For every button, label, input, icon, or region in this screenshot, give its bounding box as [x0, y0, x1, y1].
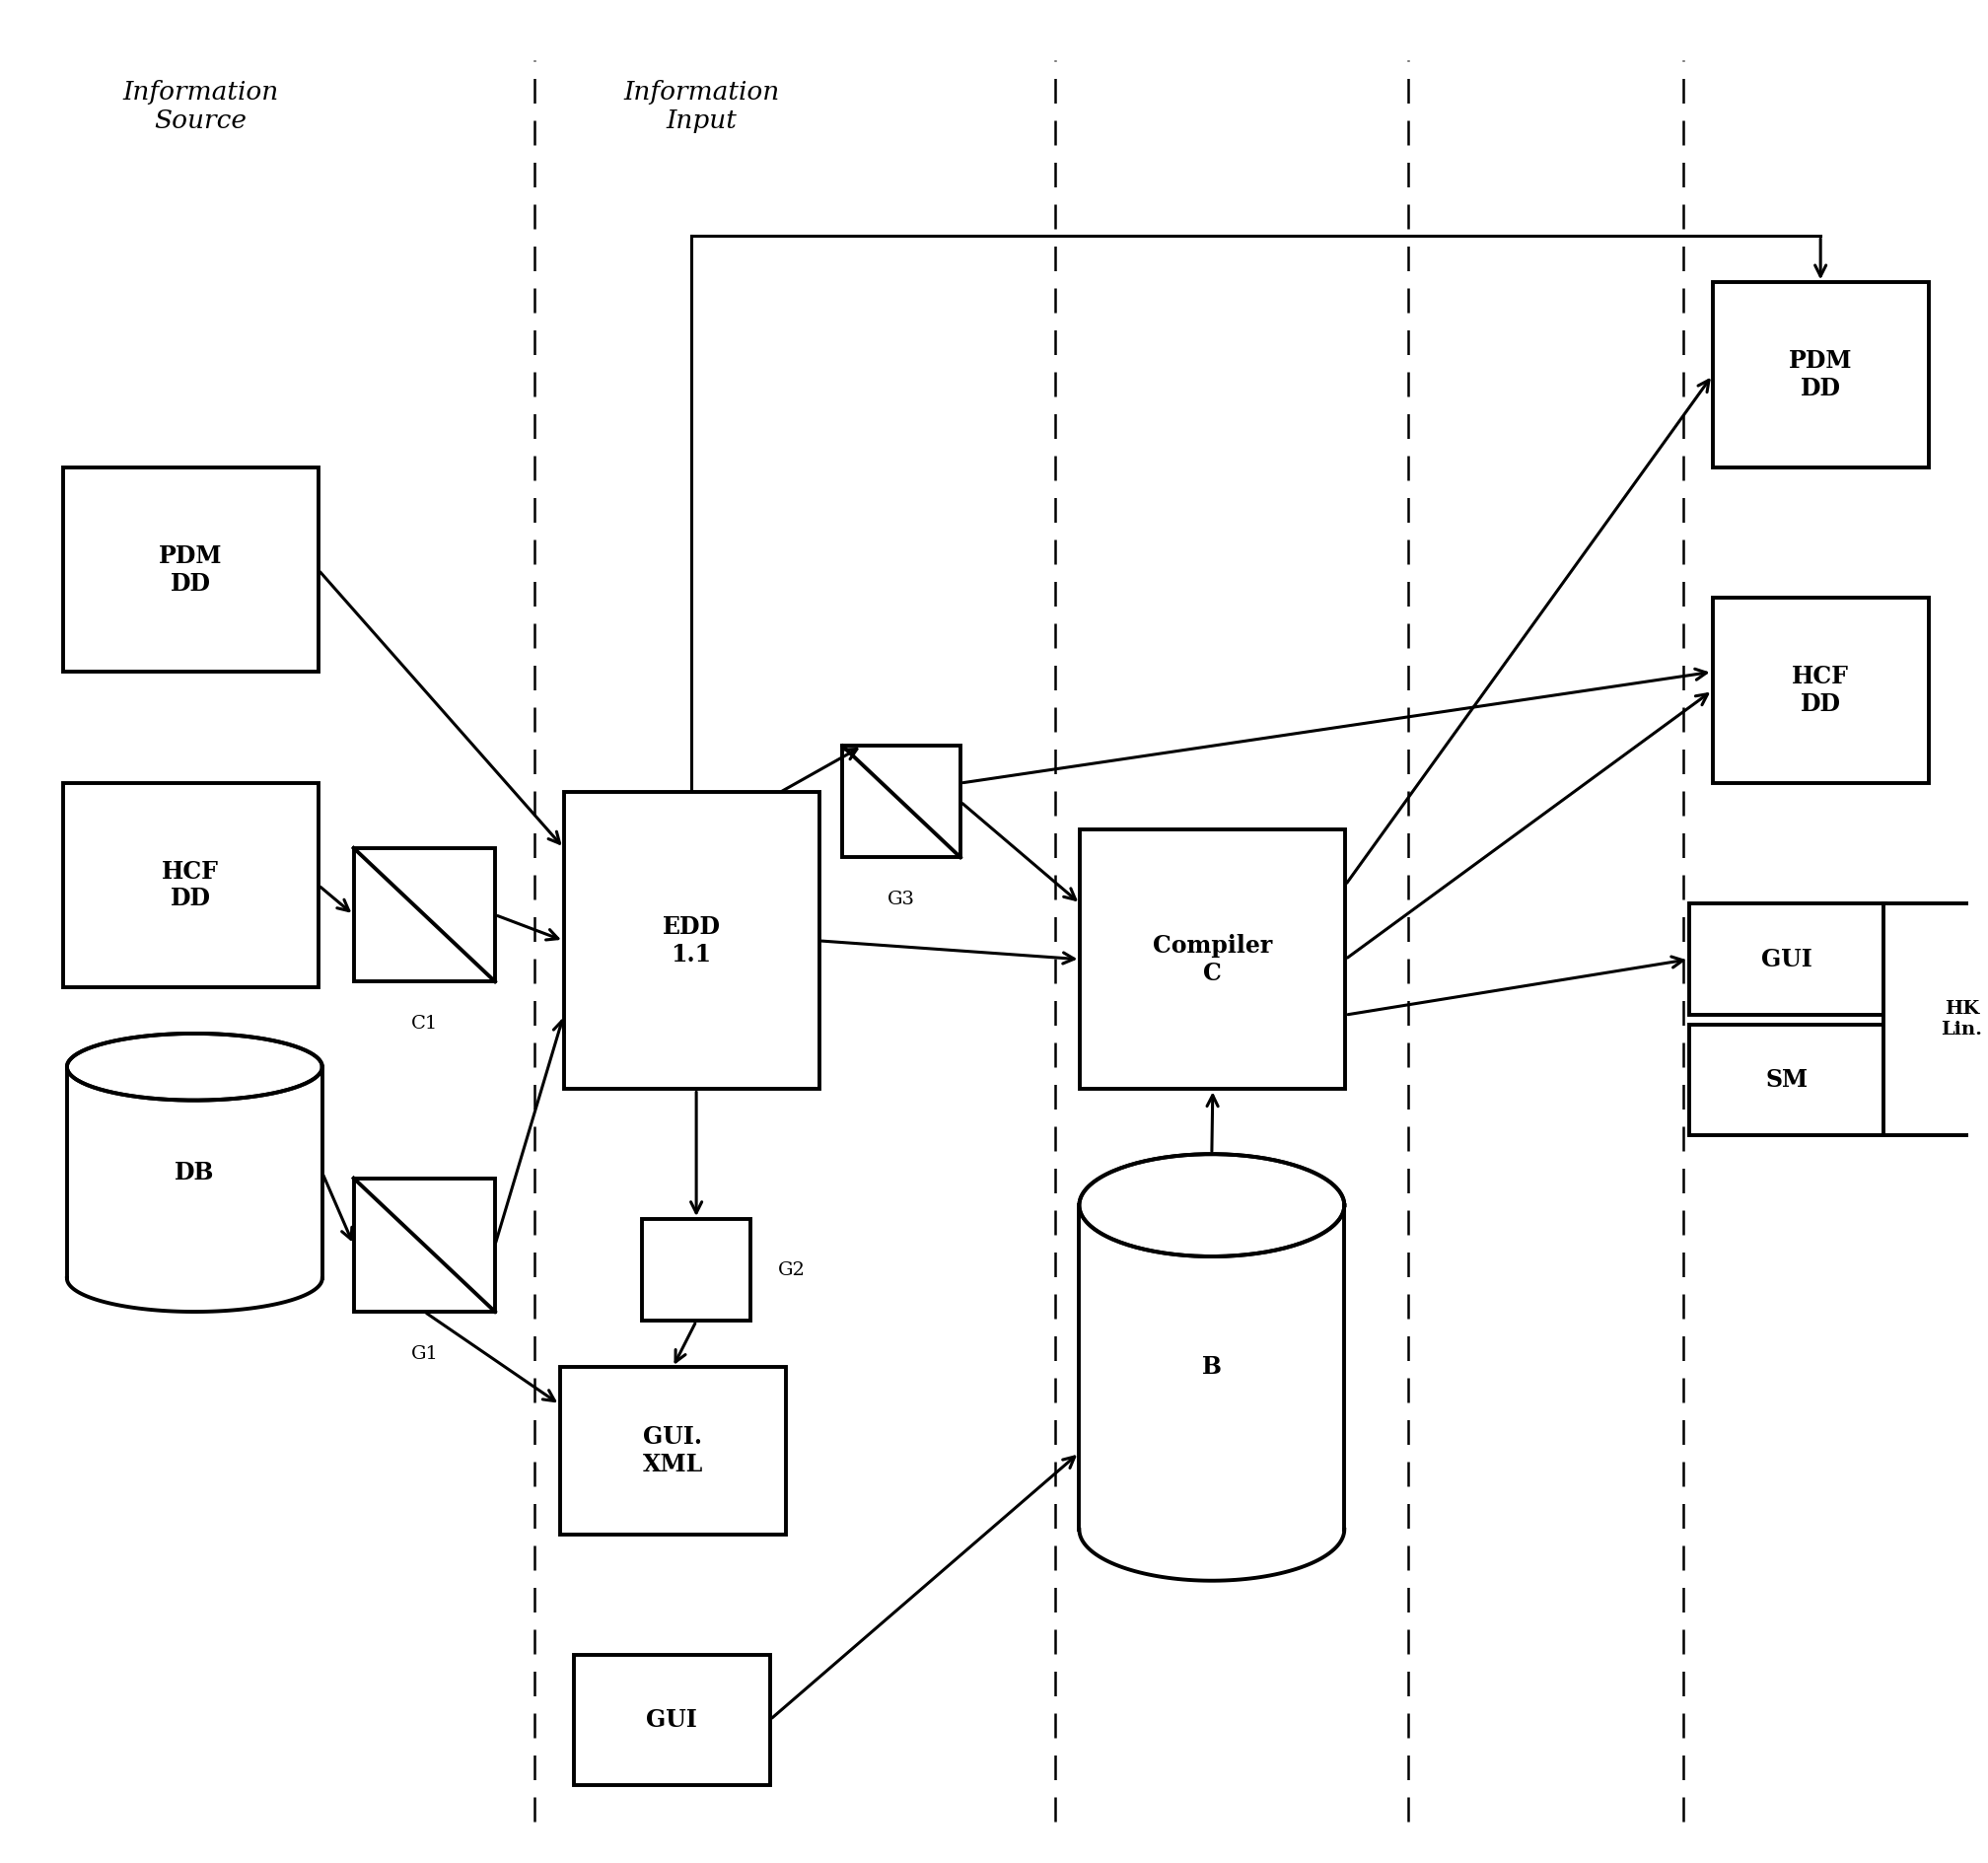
- Bar: [843, 745, 960, 857]
- Text: GUI.
XML: GUI. XML: [642, 1425, 704, 1475]
- Text: SM: SM: [1765, 1067, 1809, 1092]
- Bar: [1883, 904, 1988, 1136]
- Text: G3: G3: [889, 891, 914, 909]
- Bar: [1690, 1025, 1885, 1136]
- Bar: [68, 1067, 322, 1278]
- Text: PDM
DD: PDM DD: [1789, 350, 1853, 401]
- Text: Information
Source: Information Source: [123, 80, 278, 132]
- Text: HCF
DD: HCF DD: [163, 859, 219, 911]
- Text: DB: DB: [175, 1161, 215, 1185]
- Text: GUI: GUI: [646, 1708, 698, 1731]
- Text: HCF
DD: HCF DD: [1791, 665, 1849, 715]
- Bar: [354, 1177, 495, 1312]
- Bar: [1690, 904, 1885, 1015]
- Text: GUI: GUI: [1761, 948, 1813, 971]
- Text: HK
Lin.: HK Lin.: [1940, 1000, 1982, 1040]
- Text: G1: G1: [412, 1345, 437, 1364]
- Ellipse shape: [68, 1034, 322, 1101]
- Bar: [1712, 598, 1928, 782]
- Bar: [642, 1218, 749, 1321]
- Bar: [64, 782, 318, 987]
- Bar: [575, 1654, 769, 1785]
- Bar: [1712, 283, 1928, 468]
- Text: G2: G2: [777, 1261, 805, 1278]
- Bar: [565, 792, 819, 1090]
- Text: C1: C1: [412, 1015, 437, 1032]
- Bar: [64, 468, 318, 673]
- Bar: [1079, 829, 1346, 1090]
- Text: Compiler
C: Compiler C: [1153, 933, 1272, 986]
- Text: PDM
DD: PDM DD: [159, 544, 223, 596]
- Ellipse shape: [1079, 1153, 1344, 1256]
- Text: EDD
1.1: EDD 1.1: [662, 915, 720, 967]
- Bar: [561, 1367, 785, 1535]
- Text: B: B: [1203, 1356, 1221, 1379]
- Bar: [1079, 1205, 1344, 1530]
- Bar: [354, 848, 495, 982]
- Text: Information
Input: Information Input: [622, 80, 779, 132]
